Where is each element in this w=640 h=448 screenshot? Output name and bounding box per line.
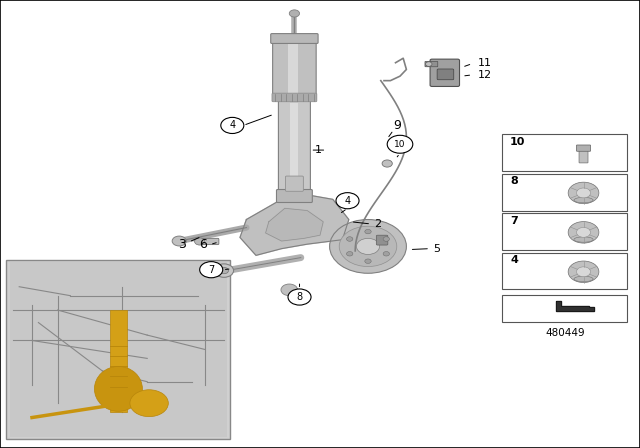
FancyBboxPatch shape — [285, 176, 303, 191]
Text: 5: 5 — [433, 244, 440, 254]
FancyBboxPatch shape — [198, 238, 219, 245]
FancyBboxPatch shape — [276, 190, 312, 202]
FancyBboxPatch shape — [273, 36, 316, 100]
Text: 10: 10 — [394, 140, 406, 149]
Circle shape — [365, 259, 371, 263]
Circle shape — [330, 220, 406, 273]
Circle shape — [339, 226, 397, 267]
Circle shape — [568, 261, 599, 283]
Circle shape — [387, 135, 413, 153]
FancyBboxPatch shape — [110, 310, 127, 412]
Circle shape — [577, 228, 591, 237]
Circle shape — [577, 188, 591, 198]
FancyBboxPatch shape — [502, 253, 627, 289]
Circle shape — [577, 267, 591, 277]
Text: 480449: 480449 — [545, 328, 584, 338]
FancyBboxPatch shape — [502, 213, 627, 250]
Circle shape — [214, 264, 234, 277]
Circle shape — [195, 238, 205, 245]
FancyBboxPatch shape — [425, 61, 438, 67]
Text: 3: 3 — [179, 237, 186, 251]
Text: 7: 7 — [510, 215, 518, 226]
Circle shape — [356, 238, 380, 254]
Text: 6: 6 — [199, 237, 207, 251]
Text: 10: 10 — [510, 137, 525, 147]
Polygon shape — [556, 301, 594, 311]
Text: 4: 4 — [510, 255, 518, 265]
Circle shape — [346, 237, 353, 241]
Text: 7: 7 — [208, 265, 214, 275]
Circle shape — [382, 160, 392, 167]
FancyBboxPatch shape — [272, 93, 317, 102]
FancyBboxPatch shape — [502, 174, 627, 211]
FancyBboxPatch shape — [288, 43, 298, 94]
Circle shape — [289, 10, 300, 17]
Ellipse shape — [95, 366, 143, 411]
FancyBboxPatch shape — [502, 295, 627, 322]
Circle shape — [288, 289, 311, 305]
Circle shape — [200, 262, 223, 278]
FancyBboxPatch shape — [579, 150, 588, 163]
Circle shape — [172, 236, 186, 246]
Circle shape — [346, 252, 353, 256]
Circle shape — [383, 252, 390, 256]
Text: 9: 9 — [393, 119, 401, 132]
FancyBboxPatch shape — [278, 97, 310, 196]
Ellipse shape — [574, 198, 593, 203]
Circle shape — [220, 267, 228, 274]
Text: 4: 4 — [229, 121, 236, 130]
Circle shape — [336, 193, 359, 209]
Circle shape — [383, 237, 390, 241]
FancyBboxPatch shape — [430, 59, 460, 86]
FancyBboxPatch shape — [291, 290, 298, 300]
FancyBboxPatch shape — [577, 145, 591, 151]
Text: 4: 4 — [344, 196, 351, 206]
FancyBboxPatch shape — [376, 235, 388, 245]
Circle shape — [221, 117, 244, 134]
Ellipse shape — [574, 237, 593, 242]
FancyBboxPatch shape — [271, 34, 318, 43]
Text: 8: 8 — [296, 292, 303, 302]
Circle shape — [426, 62, 432, 66]
Text: 8: 8 — [510, 176, 518, 186]
FancyBboxPatch shape — [502, 134, 627, 171]
Text: 11: 11 — [477, 58, 492, 68]
FancyBboxPatch shape — [6, 260, 230, 439]
Circle shape — [568, 182, 599, 204]
FancyBboxPatch shape — [290, 103, 298, 190]
Circle shape — [130, 390, 168, 417]
Polygon shape — [266, 208, 323, 241]
FancyBboxPatch shape — [437, 69, 454, 80]
Circle shape — [568, 222, 599, 243]
Ellipse shape — [574, 276, 593, 282]
Text: 2: 2 — [374, 219, 381, 229]
Circle shape — [281, 284, 298, 296]
Text: 1: 1 — [315, 145, 321, 155]
Circle shape — [365, 229, 371, 234]
Text: 12: 12 — [477, 70, 492, 80]
Polygon shape — [240, 195, 349, 255]
FancyBboxPatch shape — [10, 262, 227, 437]
